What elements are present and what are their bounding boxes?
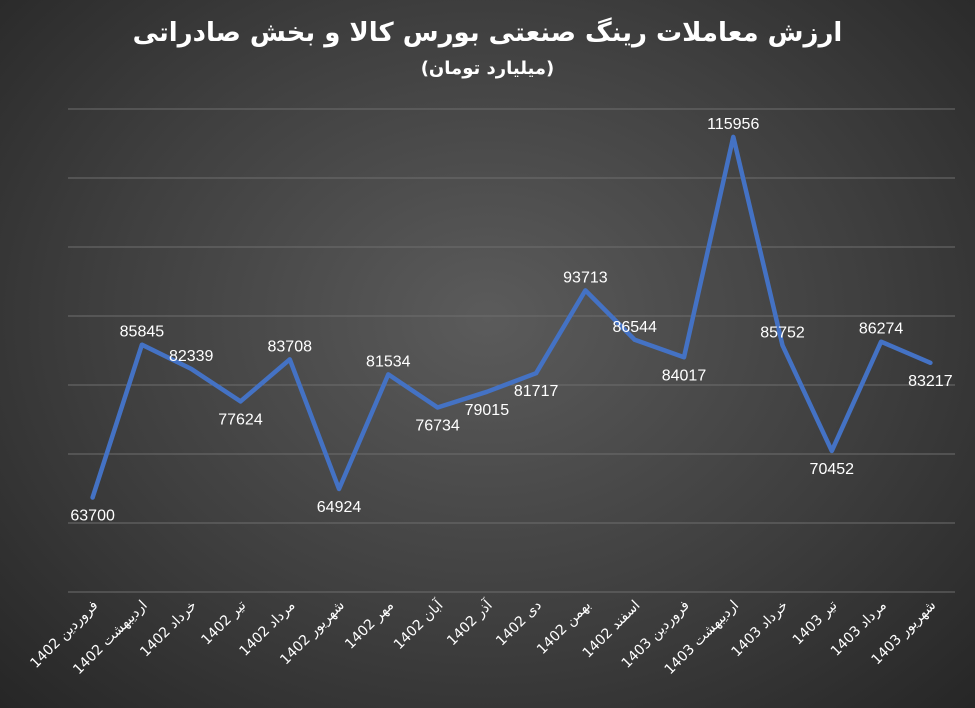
- data-label: 70452: [810, 461, 855, 478]
- data-label: 85752: [760, 324, 805, 341]
- x-tick-label: دی 1402: [493, 598, 545, 650]
- series-line-group: [90, 134, 933, 500]
- data-label: 84017: [662, 367, 707, 384]
- data-label: 86274: [859, 321, 904, 338]
- data-label: 86544: [612, 319, 657, 336]
- data-label: 77624: [218, 411, 263, 428]
- x-tick-label: مهر 1402: [342, 598, 397, 653]
- data-label: 115956: [707, 116, 759, 133]
- chart-subtitle: (میلیارد تومان): [420, 58, 555, 79]
- data-label: 83217: [908, 373, 953, 390]
- chart-title: ارزش معاملات رینگ صنعتی بورس کالا و بخش …: [132, 18, 843, 48]
- x-tick-label: تیر 1402: [198, 597, 249, 648]
- data-label: 81717: [514, 383, 559, 400]
- data-label: 82339: [169, 348, 214, 365]
- data-label: 79015: [465, 402, 510, 419]
- data-label: 81534: [366, 353, 411, 370]
- x-tick-label: آبان 1402: [390, 596, 447, 653]
- data-label: 83708: [268, 338, 313, 355]
- gridlines: [68, 108, 955, 593]
- data-label: 85845: [120, 324, 165, 341]
- data-label: 76734: [415, 418, 460, 435]
- data-label: 93713: [563, 269, 608, 286]
- x-tick-label: تیر 1403: [790, 597, 841, 648]
- data-label: 63700: [70, 507, 115, 524]
- data-label: 64924: [317, 499, 362, 516]
- x-tick-label: آذر 1402: [443, 596, 496, 649]
- series-line: [90, 134, 933, 500]
